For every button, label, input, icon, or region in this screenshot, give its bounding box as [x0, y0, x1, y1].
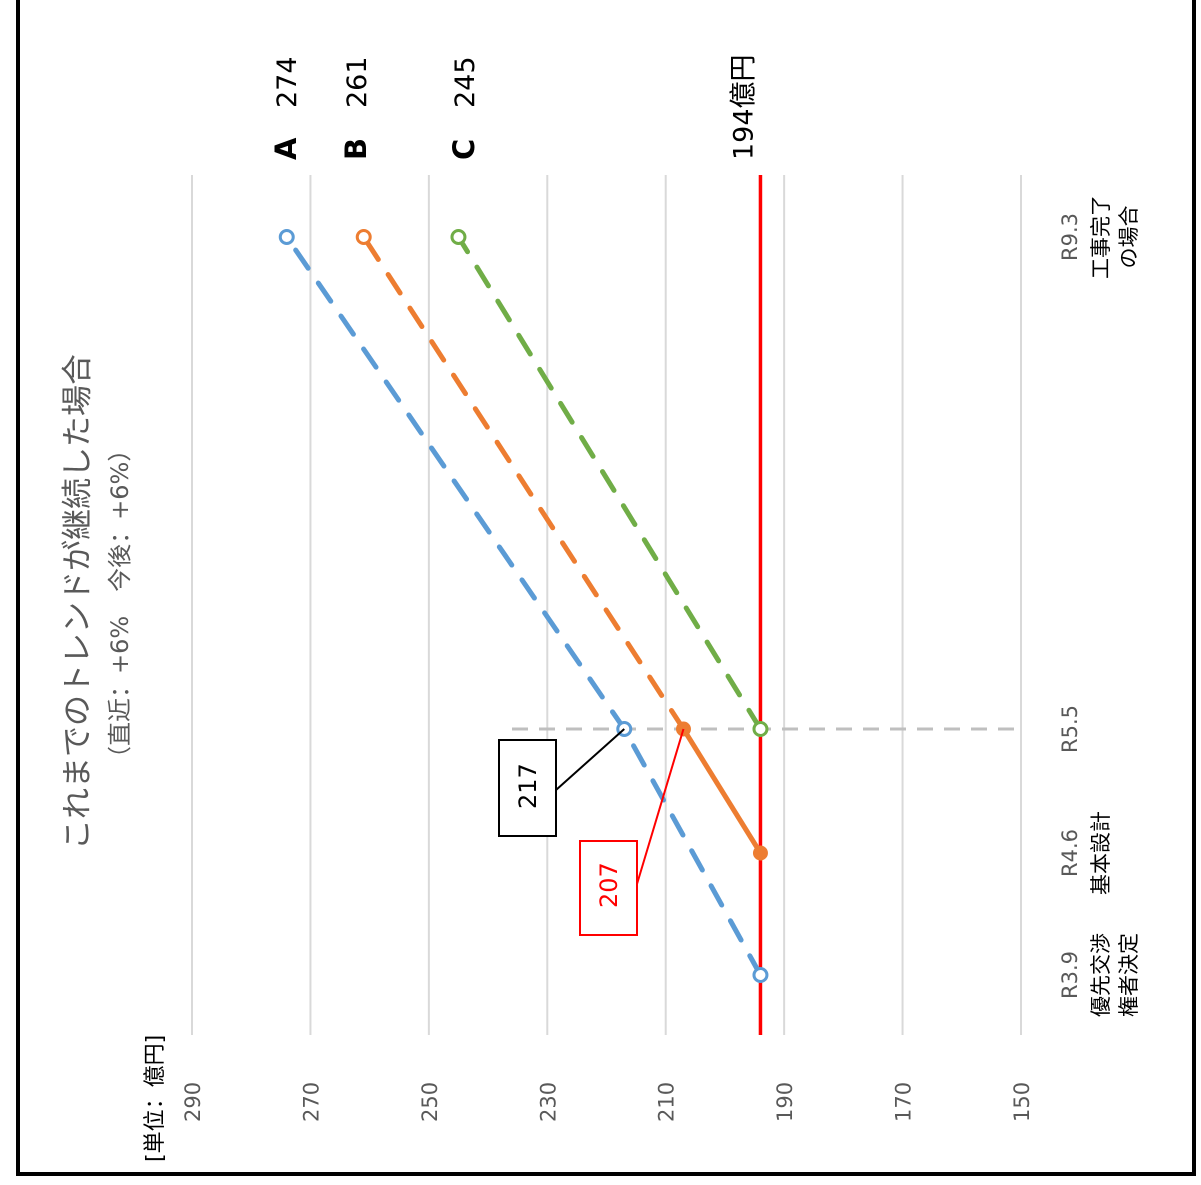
series-a-point: [278, 229, 295, 245]
value-tick-label: 270: [299, 1082, 323, 1122]
category-sublabel: の場合: [1117, 206, 1141, 269]
callout-box: [579, 840, 638, 936]
series-end-labels: A 274 B 261 C 245: [269, 56, 481, 160]
category-label: R5.5: [1058, 705, 1082, 753]
category-sublabel: 権者決定: [1117, 933, 1141, 1017]
value-tick-labels: 150 170 190 210 230 250 270 290: [181, 1082, 1034, 1122]
series-b-point: [355, 229, 372, 245]
value-tick-label: 250: [418, 1082, 442, 1122]
callout-group: 217 207: [498, 728, 685, 936]
series-b-name: B: [339, 138, 373, 160]
chart-subtitle: （直近：+6% 今後：+6%）: [106, 438, 134, 770]
series-c-name: C: [447, 139, 481, 160]
value-tick-label: 170: [892, 1082, 916, 1122]
series-a-name: A: [269, 137, 303, 160]
chart-title: これまでのトレンドが継続した場合: [60, 354, 96, 850]
value-tick-label: 150: [1010, 1082, 1034, 1122]
value-tick-label: 230: [536, 1082, 560, 1122]
value-tick-label: 290: [181, 1082, 205, 1122]
series-c-projection: [455, 234, 763, 732]
series-c-end-value: 245: [450, 56, 481, 108]
series-c-point: [752, 721, 769, 737]
value-tick-label: 190: [773, 1082, 797, 1122]
series-group: [278, 229, 769, 983]
series-b-projection: [361, 234, 686, 732]
target-line-label: 194億円: [728, 54, 759, 160]
callout-box: [498, 739, 557, 837]
chart-frame: [16, 0, 1196, 1176]
callout-label: 207: [595, 862, 623, 908]
series-c-point: [450, 229, 467, 245]
category-label: R4.6: [1058, 829, 1082, 877]
series-b-actual: [681, 727, 763, 855]
target-line-group: 194億円: [728, 54, 763, 1035]
gridlines: [191, 175, 1022, 1035]
category-sublabel: 工事完了: [1089, 195, 1113, 279]
value-tick-label: 210: [655, 1082, 679, 1122]
series-a-end-value: 274: [272, 56, 303, 108]
series-b-end-value: 261: [342, 56, 373, 108]
callout-leader: [555, 728, 625, 791]
series-b-point: [752, 845, 768, 861]
category-label: R3.9: [1058, 951, 1082, 999]
category-sublabel: 優先交渉: [1089, 933, 1113, 1017]
category-sublabel: 基本設計: [1089, 811, 1113, 895]
callout-leader: [636, 728, 685, 885]
unit-label: [単位：億円]: [143, 1035, 168, 1162]
category-label: R9.3: [1058, 213, 1082, 261]
callout-label: 217: [514, 763, 542, 809]
series-a-point: [752, 967, 769, 983]
category-labels: R3.9 優先交渉 権者決定 R4.6 基本設計 R5.5 R9.3 工事完了 の場合: [1058, 195, 1141, 1017]
